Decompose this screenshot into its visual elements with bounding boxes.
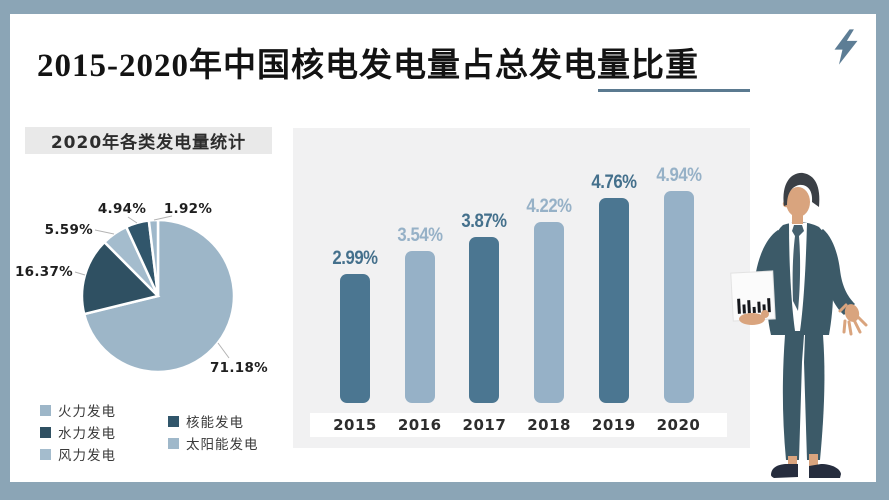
legend-item-核能发电: 核能发电 [168, 410, 259, 432]
businessman-illustration [730, 172, 868, 478]
pie-legend-column-left: 火力发电水力发电风力发电 [40, 399, 116, 465]
pie-value-label: 71.18% [210, 360, 268, 376]
legend-label: 水力发电 [58, 426, 116, 442]
x-tick-2016: 2016 [397, 416, 442, 434]
legend-item-太阳能发电: 太阳能发电 [168, 432, 259, 454]
man-right-thumb [761, 310, 769, 318]
pie-slice-太阳能发电 [147, 218, 160, 297]
x-tick-2018: 2018 [527, 416, 571, 434]
bar-2018 [534, 221, 565, 403]
legend-swatch [168, 415, 179, 427]
legend-item-风力发电: 风力发电 [40, 443, 116, 465]
pie-leader-line [153, 215, 173, 221]
bar-value-label-2019: 4.76% [591, 172, 637, 194]
pie-section-title: 2020年各类发电量统计 [25, 127, 272, 154]
pie-leader-line [74, 271, 86, 276]
legend-item-水力发电: 水力发电 [40, 421, 116, 443]
bar-2020 [663, 190, 694, 403]
report-card [730, 270, 776, 322]
pie-leader-line [127, 216, 138, 224]
man-neck [792, 212, 803, 224]
legend-swatch [168, 437, 179, 449]
legend-label: 火力发电 [58, 404, 116, 420]
man-left-leg [782, 335, 804, 460]
man-left-arm [818, 229, 855, 315]
legend-label: 太阳能发电 [186, 437, 259, 453]
x-tick-2020: 2020 [656, 416, 701, 434]
man-right-leg [804, 335, 825, 460]
legend-swatch [40, 426, 51, 438]
bar-value-label-2018: 4.22% [526, 195, 572, 217]
pie-value-label: 5.59% [45, 222, 94, 238]
bar-chart-panel: 2015 2016 2017 2018 2019 2020 2.99% 3.54% 3.87%… [293, 128, 750, 448]
man-face [786, 187, 810, 217]
legend-label: 核能发电 [186, 415, 244, 431]
pie-leader-line [217, 342, 230, 359]
legend-label: 风力发电 [58, 448, 116, 464]
report-card-mini-bars [737, 298, 771, 314]
bar-value-label-2020: 4.94% [655, 164, 702, 186]
pie-value-label: 1.92% [164, 201, 213, 217]
man-left-hand [838, 303, 868, 336]
man-left-shoe [771, 464, 798, 478]
x-tick-2017: 2017 [462, 416, 507, 434]
pie-slice-水力发电 [80, 240, 161, 316]
legend-item-火力发电: 火力发电 [40, 399, 116, 421]
man-tie [792, 225, 804, 311]
man-right-ankle [809, 454, 818, 467]
title-underline [598, 89, 750, 92]
pie-value-label: 16.37% [15, 264, 73, 280]
lightning-icon [834, 29, 858, 65]
man-right-shoe [809, 464, 841, 478]
x-tick-2015: 2015 [333, 416, 377, 434]
legend-swatch [40, 404, 51, 416]
legend-swatch [40, 448, 51, 460]
bar-value-label-2017: 3.87% [461, 210, 508, 232]
page-title: 2015-2020年中国核电发电量占总发电量比重 [37, 48, 699, 84]
bar-2016 [404, 250, 435, 403]
man-right-hand [739, 313, 765, 325]
pie-chart: 71.18% 16.37% 5.59%4.94% 1.92% [15, 201, 268, 376]
pie-value-label: 4.94% [98, 201, 147, 217]
man-left-ankle [788, 456, 797, 467]
bar-2017 [469, 236, 500, 403]
pie-leader-line [94, 229, 115, 235]
man-hair [783, 172, 820, 207]
bar-2015 [340, 274, 370, 403]
pie-legend-column-right: 核能发电 太阳能发电 [168, 410, 259, 454]
bar-2019 [598, 198, 629, 403]
lightning-bolt-shape [834, 29, 858, 65]
x-tick-2019: 2019 [591, 416, 636, 434]
bar-value-label-2016: 3.54% [397, 224, 443, 246]
x-axis-strip: 2015 2016 2017 2018 2019 2020 [310, 413, 727, 437]
bar-value-label-2015: 2.99% [332, 248, 378, 270]
content-card: 2015-2020年中国核电发电量占总发电量比重 2020年各类发电量统计 71… [10, 14, 876, 482]
